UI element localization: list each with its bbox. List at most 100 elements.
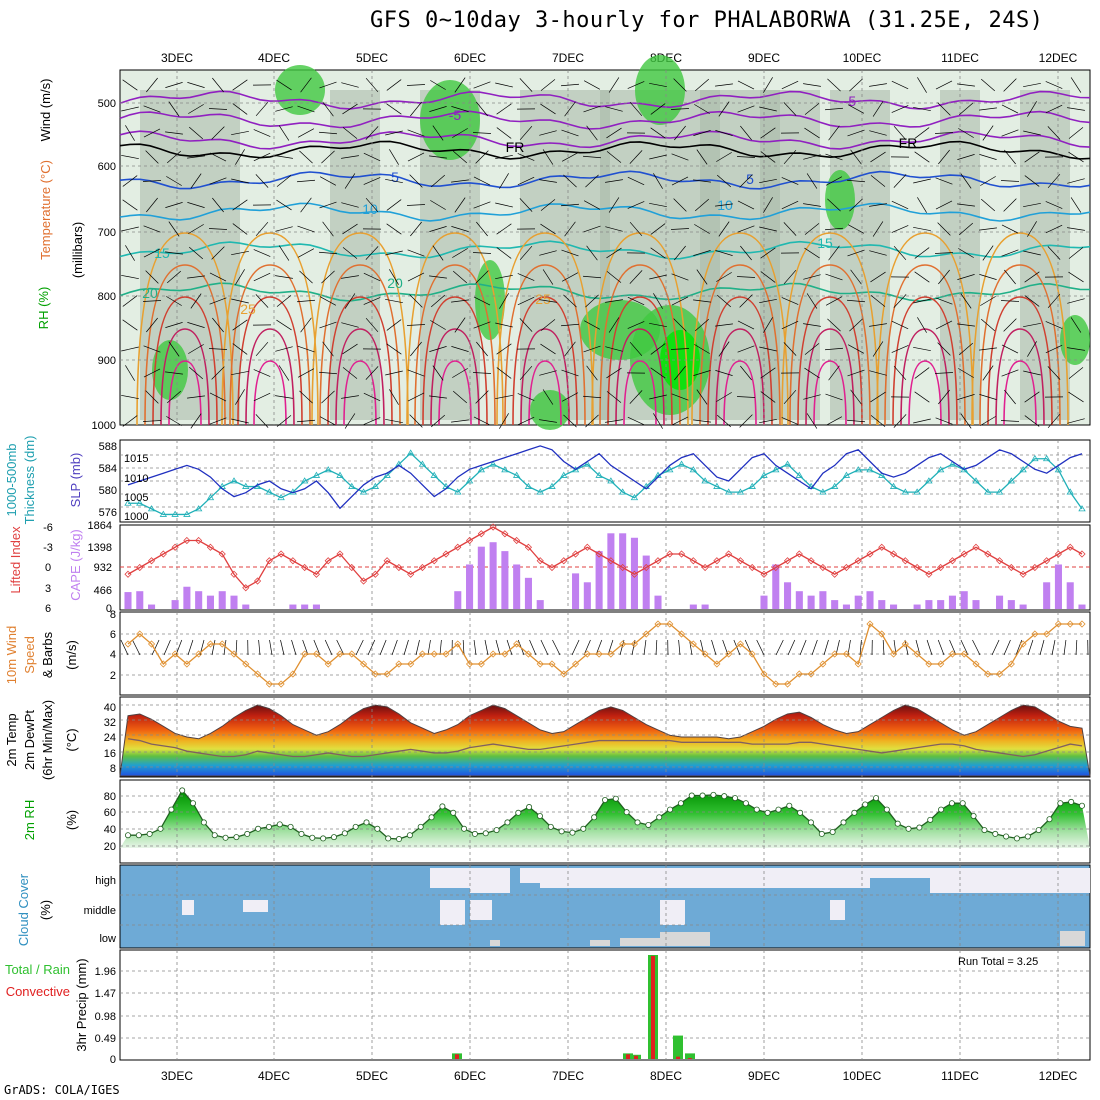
- wind-barb: [454, 77, 466, 93]
- wind-barb: [255, 294, 269, 308]
- wind-barb: [321, 270, 335, 284]
- rh-blob: [530, 390, 570, 430]
- wind-barb: [671, 393, 689, 401]
- thickness-point: [312, 471, 321, 478]
- wind-barb: [629, 101, 643, 117]
- wind-barb: [827, 78, 841, 92]
- wind-barb: [763, 197, 773, 213]
- wind-barb: [980, 318, 996, 332]
- wind-barb: [627, 296, 645, 306]
- wind-barb: [389, 269, 399, 285]
- wind-barb: [935, 80, 953, 90]
- wind-barb: [451, 179, 469, 183]
- isotherm-dome: [623, 360, 657, 426]
- wind-barb: [542, 149, 554, 165]
- wind-speed-point: [984, 670, 992, 678]
- isotherm-dome: [144, 264, 226, 426]
- wind-speed-point: [548, 660, 556, 668]
- wind-barb: [893, 125, 907, 141]
- wind-barb: [386, 223, 402, 235]
- wind-barb: [716, 272, 732, 282]
- rh-point: [515, 809, 522, 816]
- wind-barb: [517, 416, 535, 426]
- cape-bar: [583, 582, 591, 609]
- wind-barb: [255, 341, 269, 357]
- thickness-point: [524, 482, 533, 489]
- rh-point: [656, 814, 663, 821]
- wind-barb: [913, 346, 931, 352]
- isotherm-line: [119, 202, 1091, 222]
- lifted-index-point: [536, 557, 544, 565]
- wind-barb: [407, 249, 425, 257]
- wind-barb: [342, 223, 358, 235]
- bottom-date-label: 6DEC: [454, 1069, 486, 1083]
- wind-barb: [716, 294, 732, 308]
- wind-speed-line: [127, 622, 1082, 685]
- lifted-index-point: [925, 570, 933, 578]
- wind-barb: [869, 83, 887, 87]
- cape-bar: [654, 595, 662, 609]
- wind-barb: [517, 393, 535, 401]
- wind-barb: [188, 344, 204, 354]
- wind-barb: [1000, 300, 1020, 302]
- lifted-index-point: [984, 550, 992, 558]
- y-tick-label: 900: [98, 355, 116, 367]
- wind-barb: [561, 152, 579, 162]
- wind-barb: [561, 272, 579, 282]
- thickness-point: [383, 471, 391, 478]
- lifted-index-point: [960, 550, 968, 558]
- rh-point: [190, 800, 197, 807]
- wind-barb: [231, 418, 249, 424]
- wind-barb: [386, 199, 402, 211]
- wind-barb: [917, 317, 927, 333]
- bottom-date-label: 4DEC: [258, 1069, 290, 1083]
- wind-barb: [232, 103, 248, 115]
- wind-barb: [561, 203, 579, 207]
- wind-barb: [432, 125, 444, 141]
- wind-barb: [891, 200, 909, 210]
- isotherm-dome: [335, 328, 385, 426]
- cape-bar: [689, 604, 697, 609]
- contour-label: 5: [391, 169, 399, 185]
- lifted-index-point: [371, 570, 379, 578]
- thickness-point: [136, 499, 144, 506]
- wind-barb: [452, 368, 468, 378]
- wind-barb: [804, 343, 820, 355]
- wind-barb: [605, 419, 623, 423]
- lifted-index-point: [1066, 543, 1074, 551]
- precip-conv-bar: [676, 1056, 680, 1059]
- lifted-index-point: [831, 570, 839, 578]
- humidity-band: [1020, 90, 1070, 420]
- top-date-label: 7DEC: [552, 51, 584, 65]
- thickness-point: [583, 460, 592, 467]
- rh-blob: [825, 170, 855, 230]
- wind-barb: [649, 322, 667, 328]
- wind-barb: [935, 417, 953, 425]
- lifted-index-point: [889, 550, 898, 558]
- wind-barb: [694, 104, 710, 114]
- wind-barb: [605, 299, 623, 303]
- cape-bar: [642, 555, 650, 609]
- isotherm-dome: [438, 360, 472, 426]
- wind-barb: [168, 341, 180, 357]
- wind-barb: [1070, 77, 1082, 93]
- thickness-point: [548, 482, 556, 489]
- wind-speed-point: [418, 650, 427, 658]
- wind-barb: [410, 221, 422, 237]
- lifted-index-point: [218, 550, 226, 558]
- wind-barb: [1047, 413, 1061, 429]
- thickness-point: [512, 471, 521, 478]
- wind-barb: [1075, 639, 1078, 656]
- wind-barb: [825, 176, 843, 186]
- wind-barb: [121, 274, 139, 280]
- wind-barb: [275, 395, 293, 399]
- wind-barb: [938, 149, 950, 165]
- lifted-index-point: [783, 557, 792, 565]
- wind-barb: [143, 225, 161, 233]
- wind-barb: [783, 269, 797, 285]
- thickness-point: [359, 488, 368, 495]
- thickness-point: [666, 466, 674, 473]
- wind-barb: [496, 103, 512, 115]
- wind-barb: [606, 367, 622, 379]
- wind-speed-point: [583, 650, 591, 658]
